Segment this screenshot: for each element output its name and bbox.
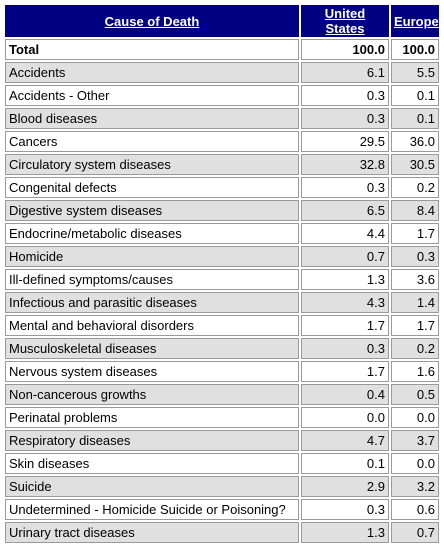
united-states-value-cell: 6.5 [301, 200, 389, 221]
europe-value-cell: 0.1 [391, 85, 439, 106]
europe-value-cell: 1.4 [391, 292, 439, 313]
united-states-value-cell: 0.3 [301, 499, 389, 520]
cause-cell: Congenital defects [5, 177, 299, 198]
total-us-value: 100.0 [301, 39, 389, 60]
europe-value-cell: 3.7 [391, 430, 439, 451]
europe-value-cell: 0.3 [391, 246, 439, 267]
cause-cell: Blood diseases [5, 108, 299, 129]
cause-cell: Ill-defined symptoms/causes [5, 269, 299, 290]
header-row: Cause of Death United States Europe [5, 5, 439, 37]
cause-cell: Musculoskeletal diseases [5, 338, 299, 359]
cause-cell: Accidents [5, 62, 299, 83]
europe-value-cell: 0.5 [391, 384, 439, 405]
united-states-value-cell: 29.5 [301, 131, 389, 152]
europe-value-cell: 0.6 [391, 499, 439, 520]
europe-value-cell: 0.7 [391, 522, 439, 543]
united-states-value-cell: 4.3 [301, 292, 389, 313]
table-row: Congenital defects 0.3 0.2 [5, 177, 439, 198]
table-row: Circulatory system diseases 32.8 30.5 [5, 154, 439, 175]
europe-value-cell: 3.6 [391, 269, 439, 290]
table-row: Cancers 29.5 36.0 [5, 131, 439, 152]
united-states-value-cell: 0.1 [301, 453, 389, 474]
europe-value-cell: 36.0 [391, 131, 439, 152]
table-row: Accidents 6.1 5.5 [5, 62, 439, 83]
europe-value-cell: 0.2 [391, 338, 439, 359]
cause-cell: Homicide [5, 246, 299, 267]
table-row: Urinary tract diseases 1.3 0.7 [5, 522, 439, 543]
table-row: Accidents - Other 0.3 0.1 [5, 85, 439, 106]
cause-cell: Respiratory diseases [5, 430, 299, 451]
united-states-value-cell: 0.3 [301, 85, 389, 106]
header-cause-of-death: Cause of Death [5, 5, 299, 37]
europe-value-cell: 0.1 [391, 108, 439, 129]
total-label: Total [5, 39, 299, 60]
united-states-value-cell: 2.9 [301, 476, 389, 497]
europe-value-cell: 8.4 [391, 200, 439, 221]
united-states-value-cell: 1.7 [301, 315, 389, 336]
cause-of-death-table: Cause of Death United States Europe Tota… [3, 3, 441, 545]
cause-cell: Accidents - Other [5, 85, 299, 106]
table-row: Infectious and parasitic diseases 4.3 1.4 [5, 292, 439, 313]
table-row: Perinatal problems 0.0 0.0 [5, 407, 439, 428]
table-row: Suicide 2.9 3.2 [5, 476, 439, 497]
europe-value-cell: 5.5 [391, 62, 439, 83]
table-row: Musculoskeletal diseases 0.3 0.2 [5, 338, 439, 359]
total-eu-value: 100.0 [391, 39, 439, 60]
cause-cell: Digestive system diseases [5, 200, 299, 221]
europe-value-cell: 1.7 [391, 223, 439, 244]
united-states-value-cell: 0.3 [301, 177, 389, 198]
cause-cell: Skin diseases [5, 453, 299, 474]
table-row: Homicide 0.7 0.3 [5, 246, 439, 267]
table-row: Nervous system diseases 1.7 1.6 [5, 361, 439, 382]
cause-cell: Endocrine/metabolic diseases [5, 223, 299, 244]
cause-cell: Cancers [5, 131, 299, 152]
header-europe: Europe [391, 5, 439, 37]
header-united-states: United States [301, 5, 389, 37]
cause-cell: Suicide [5, 476, 299, 497]
table-row: Digestive system diseases 6.5 8.4 [5, 200, 439, 221]
table-row: Skin diseases 0.1 0.0 [5, 453, 439, 474]
europe-value-cell: 1.7 [391, 315, 439, 336]
europe-value-cell: 1.6 [391, 361, 439, 382]
europe-value-cell: 0.2 [391, 177, 439, 198]
united-states-value-cell: 0.3 [301, 338, 389, 359]
united-states-value-cell: 32.8 [301, 154, 389, 175]
cause-cell: Mental and behavioral disorders [5, 315, 299, 336]
cause-cell: Undetermined - Homicide Suicide or Poiso… [5, 499, 299, 520]
table-row: Ill-defined symptoms/causes 1.3 3.6 [5, 269, 439, 290]
europe-value-cell: 3.2 [391, 476, 439, 497]
europe-value-cell: 0.0 [391, 407, 439, 428]
cause-cell: Urinary tract diseases [5, 522, 299, 543]
united-states-value-cell: 1.7 [301, 361, 389, 382]
united-states-value-cell: 0.7 [301, 246, 389, 267]
cause-cell: Circulatory system diseases [5, 154, 299, 175]
united-states-value-cell: 4.7 [301, 430, 389, 451]
table-row: Respiratory diseases 4.7 3.7 [5, 430, 439, 451]
united-states-value-cell: 0.3 [301, 108, 389, 129]
table-row: Non-cancerous growths 0.4 0.5 [5, 384, 439, 405]
cause-cell: Non-cancerous growths [5, 384, 299, 405]
united-states-value-cell: 1.3 [301, 269, 389, 290]
table-row: Mental and behavioral disorders 1.7 1.7 [5, 315, 439, 336]
united-states-value-cell: 0.0 [301, 407, 389, 428]
united-states-value-cell: 4.4 [301, 223, 389, 244]
table-row: Endocrine/metabolic diseases 4.4 1.7 [5, 223, 439, 244]
sort-by-europe-link[interactable]: Europe [394, 13, 439, 29]
cause-cell: Infectious and parasitic diseases [5, 292, 299, 313]
united-states-value-cell: 0.4 [301, 384, 389, 405]
total-row: Total 100.0 100.0 [5, 39, 439, 60]
cause-of-death-table-container: Cause of Death United States Europe Tota… [3, 3, 441, 545]
cause-cell: Perinatal problems [5, 407, 299, 428]
sort-by-cause-link[interactable]: Cause of Death [104, 13, 200, 29]
table-row: Undetermined - Homicide Suicide or Poiso… [5, 499, 439, 520]
cause-cell: Nervous system diseases [5, 361, 299, 382]
sort-by-united-states-link[interactable]: United States [324, 6, 366, 36]
europe-value-cell: 30.5 [391, 154, 439, 175]
united-states-value-cell: 1.3 [301, 522, 389, 543]
table-row: Blood diseases 0.3 0.1 [5, 108, 439, 129]
europe-value-cell: 0.0 [391, 453, 439, 474]
united-states-value-cell: 6.1 [301, 62, 389, 83]
